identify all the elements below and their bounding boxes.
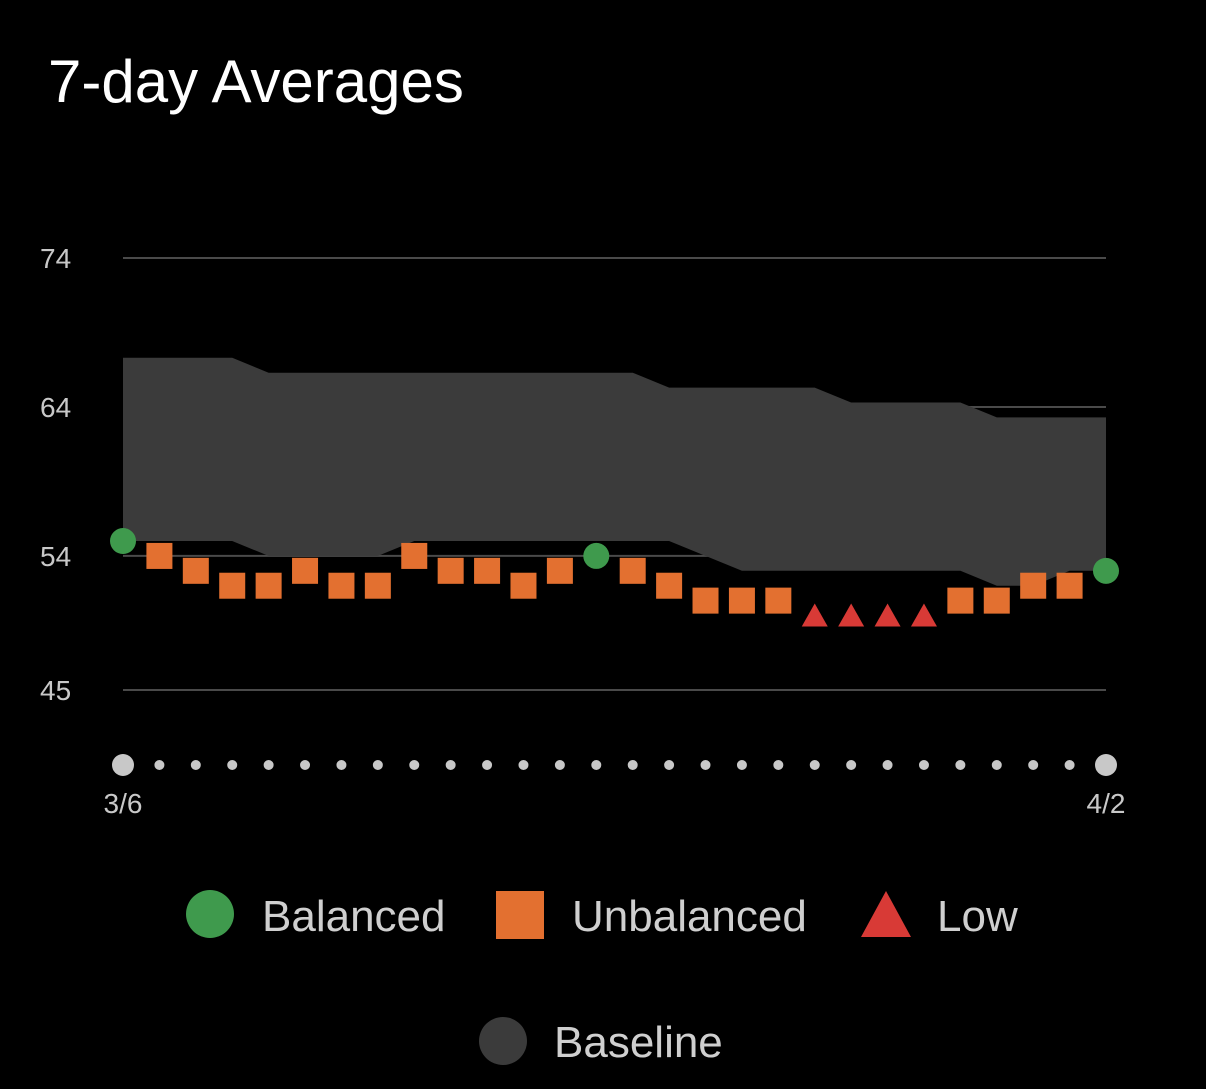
- x-day-dot-12: [518, 760, 529, 770]
- y-tick-label-74: 74: [40, 243, 71, 274]
- x-day-dot-28: [1095, 754, 1117, 776]
- legend-baseline-circle-icon: [479, 1017, 527, 1065]
- y-tick-label-45: 45: [40, 675, 71, 706]
- point-day-21-low: [838, 603, 865, 627]
- point-day-8-unbalanced: [364, 572, 391, 599]
- x-day-dot-10: [445, 760, 456, 770]
- point-day-24-unbalanced: [947, 587, 974, 614]
- x-day-dot-4: [227, 760, 238, 770]
- legend-markers: [186, 890, 911, 1065]
- x-day-dot-22: [882, 760, 893, 770]
- point-day-1-balanced: [110, 528, 136, 555]
- legend-low-triangle-icon: [861, 891, 911, 937]
- x-day-dot-6: [300, 760, 311, 770]
- y-tick-label-64: 64: [40, 392, 71, 423]
- point-day-16-unbalanced: [656, 572, 683, 599]
- point-day-19-unbalanced: [765, 587, 792, 614]
- point-day-4-unbalanced: [219, 572, 246, 599]
- legend-label-low: Low: [937, 892, 1018, 941]
- x-day-dot-27: [1064, 760, 1075, 770]
- x-day-dot-18: [736, 760, 747, 770]
- x-day-dot-5: [263, 760, 274, 770]
- point-day-23-low: [910, 603, 937, 627]
- x-day-dot-14: [591, 760, 602, 770]
- point-day-7-unbalanced: [328, 572, 355, 599]
- point-day-18-unbalanced: [728, 587, 755, 614]
- x-day-dot-17: [700, 760, 711, 770]
- point-day-28-balanced: [1093, 557, 1119, 584]
- y-tick-label-54: 54: [40, 541, 71, 572]
- x-axis: 3/6 4/2: [104, 754, 1126, 819]
- baseline-area: [123, 357, 1106, 586]
- data-points: [110, 528, 1119, 627]
- x-day-dot-19: [773, 760, 784, 770]
- x-day-dot-20: [809, 760, 820, 770]
- x-day-dot-11: [482, 760, 493, 770]
- point-day-11-unbalanced: [474, 557, 501, 584]
- x-day-dot-13: [554, 760, 565, 770]
- x-day-dot-9: [409, 760, 420, 770]
- x-day-dot-3: [190, 760, 201, 770]
- point-day-22-low: [874, 603, 901, 627]
- legend-unbalanced-square-icon: [496, 891, 544, 939]
- x-day-dot-24: [955, 760, 966, 770]
- legend-label-baseline: Baseline: [554, 1018, 723, 1067]
- x-day-dot-26: [1028, 760, 1039, 770]
- point-day-2-unbalanced: [146, 542, 173, 569]
- point-day-15-unbalanced: [619, 557, 646, 584]
- x-tick-label-start: 3/6: [104, 788, 143, 819]
- x-day-dot-23: [918, 760, 929, 770]
- baseline-band: [123, 357, 1106, 586]
- x-day-dot-2: [154, 760, 165, 770]
- x-day-dot-8: [372, 760, 383, 770]
- chart-title: 7-day Averages: [48, 48, 464, 115]
- point-day-10-unbalanced: [437, 557, 464, 584]
- point-day-14-balanced: [583, 542, 610, 569]
- x-day-dot-21: [846, 760, 857, 770]
- point-day-17-unbalanced: [692, 587, 719, 614]
- point-day-27-unbalanced: [1056, 572, 1083, 599]
- point-day-26-unbalanced: [1020, 572, 1047, 599]
- point-day-3-unbalanced: [182, 557, 209, 584]
- x-tick-label-end: 4/2: [1087, 788, 1126, 819]
- legend-label-balanced: Balanced: [262, 892, 446, 941]
- point-day-25-unbalanced: [983, 587, 1010, 614]
- point-day-9-unbalanced: [401, 542, 428, 569]
- x-day-dot-1: [112, 754, 134, 776]
- x-day-dot-25: [991, 760, 1002, 770]
- legend-balanced-circle-icon: [186, 890, 234, 938]
- legend-label-unbalanced: Unbalanced: [572, 892, 807, 941]
- x-day-dot-16: [664, 760, 675, 770]
- point-day-13-unbalanced: [546, 557, 573, 584]
- point-day-12-unbalanced: [510, 572, 537, 599]
- y-axis: 74 64 54 45: [40, 243, 71, 706]
- point-day-5-unbalanced: [255, 572, 282, 599]
- x-day-dot-7: [336, 760, 347, 770]
- x-day-dot-15: [627, 760, 638, 770]
- point-day-6-unbalanced: [292, 557, 319, 584]
- point-day-20-low: [801, 603, 828, 627]
